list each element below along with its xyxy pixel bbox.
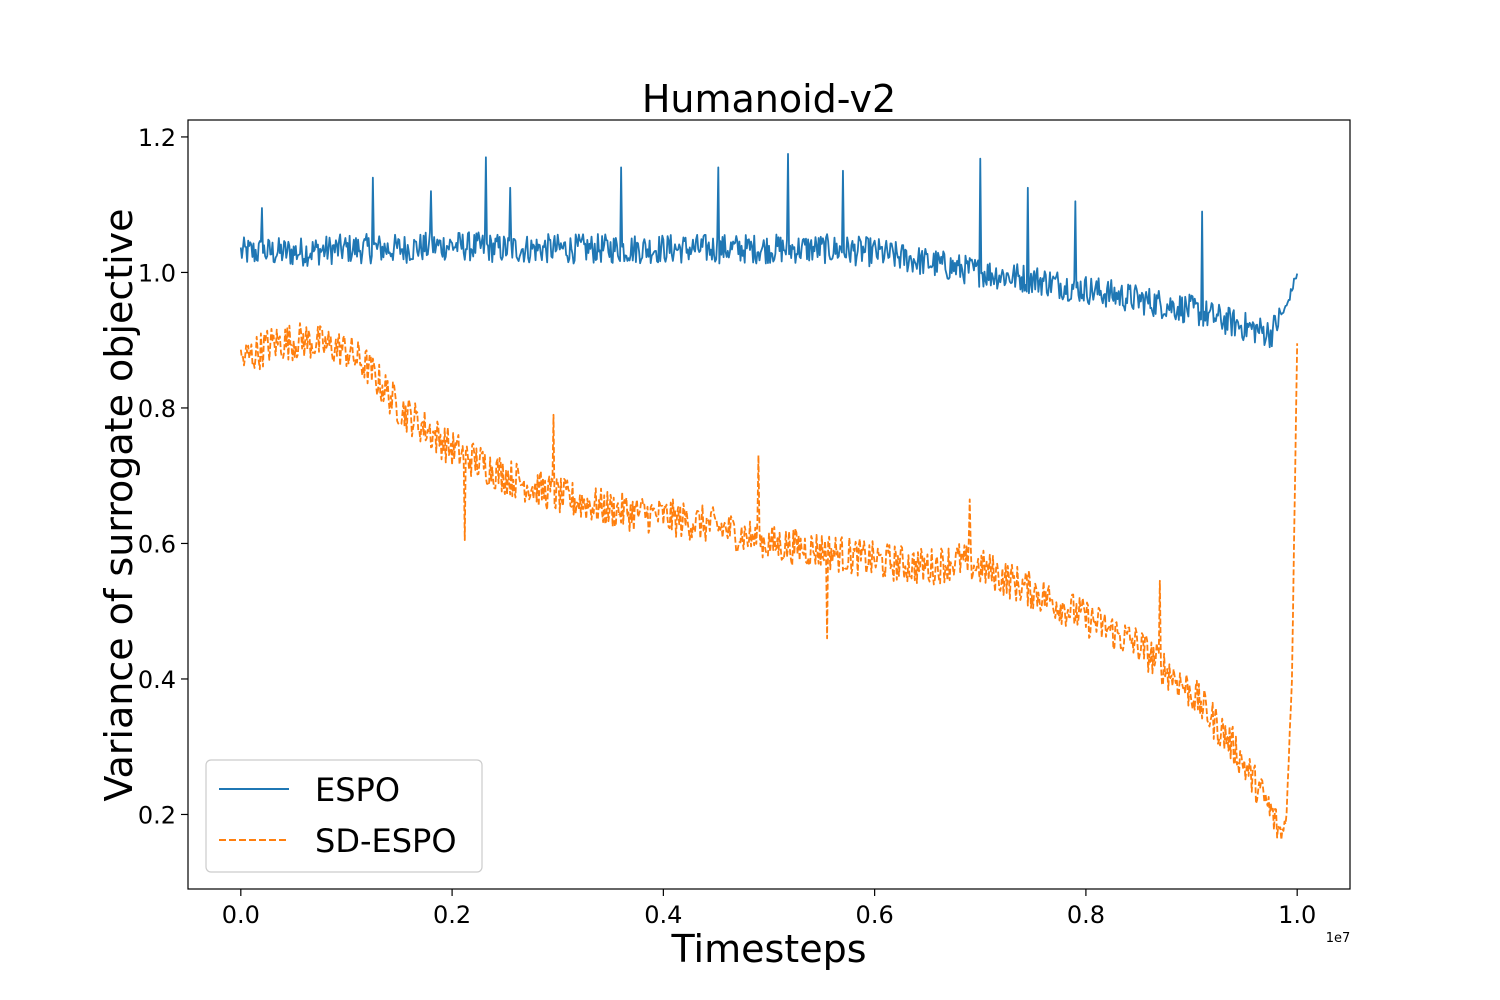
legend-label-sd-espo: SD-ESPO bbox=[315, 822, 457, 860]
legend-label-espo: ESPO bbox=[315, 771, 400, 809]
x-axis: 0.0 0.2 0.4 0.6 0.8 1.0 bbox=[222, 889, 1316, 929]
y-tick-label: 0.6 bbox=[138, 530, 176, 558]
x-tick-label: 0.8 bbox=[1067, 901, 1105, 929]
plot-lines bbox=[239, 152, 1299, 841]
y-tick-label: 0.8 bbox=[138, 395, 176, 423]
series-line-espo bbox=[239, 152, 1299, 349]
x-tick-label: 0.0 bbox=[222, 901, 260, 929]
y-tick-label: 0.2 bbox=[138, 801, 176, 829]
y-tick-label: 1.0 bbox=[138, 259, 176, 287]
chart-title: Humanoid-v2 bbox=[642, 77, 896, 121]
legend: ESPO SD-ESPO bbox=[205, 759, 483, 873]
series-line-sd-espo bbox=[239, 322, 1299, 841]
x-tick-label: 1.0 bbox=[1278, 901, 1316, 929]
plot-frame bbox=[187, 119, 1351, 890]
x-tick-label: 0.6 bbox=[856, 901, 894, 929]
y-axis: 0.2 0.4 0.6 0.8 1.0 1.2 bbox=[138, 124, 188, 829]
x-tick-label: 0.2 bbox=[433, 901, 471, 929]
y-tick-label: 1.2 bbox=[138, 124, 176, 152]
x-axis-offset-label: 1e7 bbox=[1326, 931, 1351, 946]
x-tick-label: 0.4 bbox=[644, 901, 682, 929]
y-axis-label: Variance of surrogate objective bbox=[97, 208, 141, 801]
y-tick-label: 0.4 bbox=[138, 666, 176, 694]
x-axis-label: Timesteps bbox=[671, 927, 867, 971]
